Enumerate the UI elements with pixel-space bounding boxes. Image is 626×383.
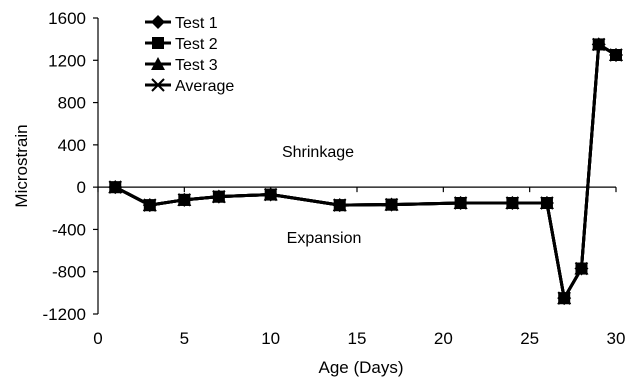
marker-x-stroke [592, 37, 606, 52]
annotations: Shrinkage Expansion [282, 144, 361, 247]
legend-label: Test 1 [175, 15, 218, 32]
y-tick-label: 800 [58, 94, 86, 113]
legend: Test 1 Test 2 Test 3 Average [145, 15, 234, 95]
data-point-average [108, 180, 122, 194]
marker-x-stroke [333, 198, 347, 212]
axes [93, 17, 617, 315]
marker-x-stroke [263, 187, 278, 202]
data-point-average [609, 48, 623, 62]
legend-item-test-1: Test 1 [145, 15, 218, 32]
marker-x-stroke [540, 196, 554, 210]
legend-item-test-3: Test 3 [145, 57, 218, 74]
legend-marker-test-1 [151, 15, 165, 29]
legend-label: Average [175, 78, 234, 95]
data-point-average [592, 37, 606, 52]
legend-item-average: Average [145, 78, 234, 95]
marker-x-stroke [574, 261, 589, 276]
annotation-shrinkage: Shrinkage [282, 144, 354, 161]
legend-marker-average [151, 78, 165, 92]
data-point-average [212, 189, 226, 204]
legend-label: Test 3 [175, 57, 218, 74]
marker-x-stroke [453, 196, 468, 210]
marker-x-stroke [108, 180, 122, 194]
x-tick-label: 25 [520, 329, 539, 348]
data-point-average [143, 198, 157, 212]
y-tick-label: 1200 [48, 51, 86, 70]
x-tick-label: 10 [261, 329, 280, 348]
data-point-average [177, 193, 192, 207]
marker-x-stroke [177, 193, 192, 207]
series-average [108, 37, 623, 305]
marker-x-stroke [151, 78, 165, 92]
x-tick-label: 15 [348, 329, 367, 348]
data-point-average [557, 291, 571, 305]
x-tick-label: 20 [434, 329, 453, 348]
data-point-average [384, 197, 399, 212]
y-tick-label: 400 [58, 136, 86, 155]
data-point-average [505, 196, 520, 210]
x-tick-label: 0 [93, 329, 102, 348]
y-tick-label: -1200 [43, 305, 86, 324]
tick-labels: -1200 -800 -400 0 400 800 1200 1600 0 5 10 15 20 25 30 [43, 9, 626, 348]
marker-x-stroke [143, 198, 157, 212]
series-line-average [114, 42, 617, 300]
y-tick-label: 1600 [48, 9, 86, 28]
legend-label: Test 2 [175, 36, 218, 53]
annotation-expansion: Expansion [287, 230, 362, 247]
data-point-average [453, 196, 468, 210]
legend-item-test-2: Test 2 [145, 36, 218, 53]
x-axis-title: Age (Days) [318, 358, 403, 377]
data-point-average [574, 261, 589, 276]
data-point-average [333, 198, 347, 212]
marker-x-stroke [609, 48, 623, 62]
data-point-average [540, 196, 554, 210]
legend-marker-test-2 [152, 37, 164, 49]
series-group [108, 37, 623, 306]
y-tick-label: -400 [52, 220, 86, 239]
y-tick-label: -800 [52, 263, 86, 282]
y-tick-label: 0 [77, 178, 86, 197]
marker-x-stroke [505, 196, 520, 210]
x-tick-label: 5 [180, 329, 189, 348]
marker-x-stroke [557, 291, 571, 305]
x-tick-label: 30 [607, 329, 626, 348]
y-axis-title: Microstrain [12, 124, 31, 207]
marker-x-stroke [212, 189, 226, 204]
data-point-average [263, 187, 278, 202]
legend-marker-test-3 [151, 57, 165, 70]
marker-x-stroke [384, 197, 399, 212]
